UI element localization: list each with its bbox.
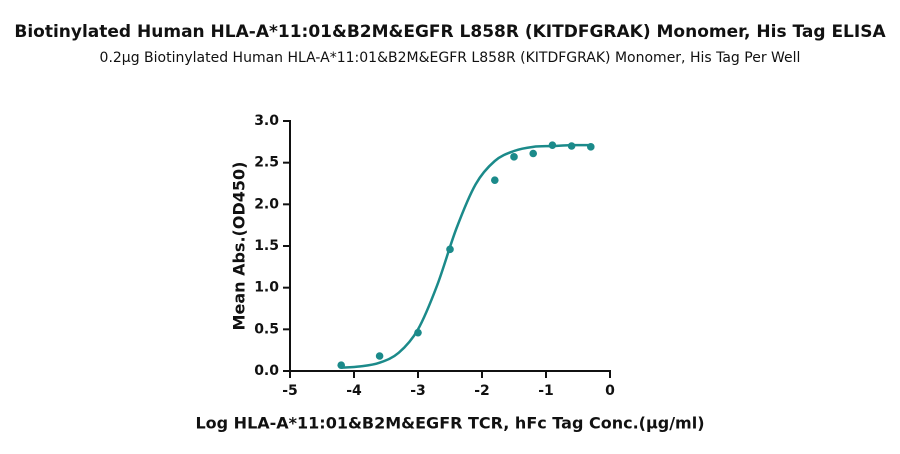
x-tick-label: -4 <box>346 383 362 399</box>
x-tick-label: -5 <box>282 383 298 399</box>
data-point <box>529 149 537 158</box>
data-point <box>491 176 499 184</box>
y-tick-label: 2.5 <box>254 155 279 171</box>
x-tick-label: -1 <box>538 383 554 399</box>
y-tick-label: 0.0 <box>254 363 279 379</box>
y-tick-label: 3.0 <box>254 113 279 129</box>
y-axis-label: Mean Abs.(OD450) <box>230 162 249 331</box>
y-tick-label: 2.0 <box>254 196 279 212</box>
data-point <box>375 352 384 360</box>
x-tick-label: -3 <box>410 383 426 399</box>
y-tick-label: 1.5 <box>254 238 279 254</box>
x-axis-label: Log HLA-A*11:01&B2M&EGFR TCR, hFc Tag Co… <box>195 414 704 433</box>
chart-title: Biotinylated Human HLA-A*11:01&B2M&EGFR … <box>14 22 886 42</box>
x-tick-label: -2 <box>474 383 490 399</box>
fit-curve <box>341 143 591 369</box>
x-tick-label: 0 <box>605 383 615 399</box>
data-point <box>510 153 518 161</box>
y-tick-label: 1.0 <box>254 280 279 296</box>
chart-subtitle: 0.2μg Biotinylated Human HLA-A*11:01&B2M… <box>100 50 801 66</box>
y-tick-label: 0.5 <box>254 321 279 337</box>
